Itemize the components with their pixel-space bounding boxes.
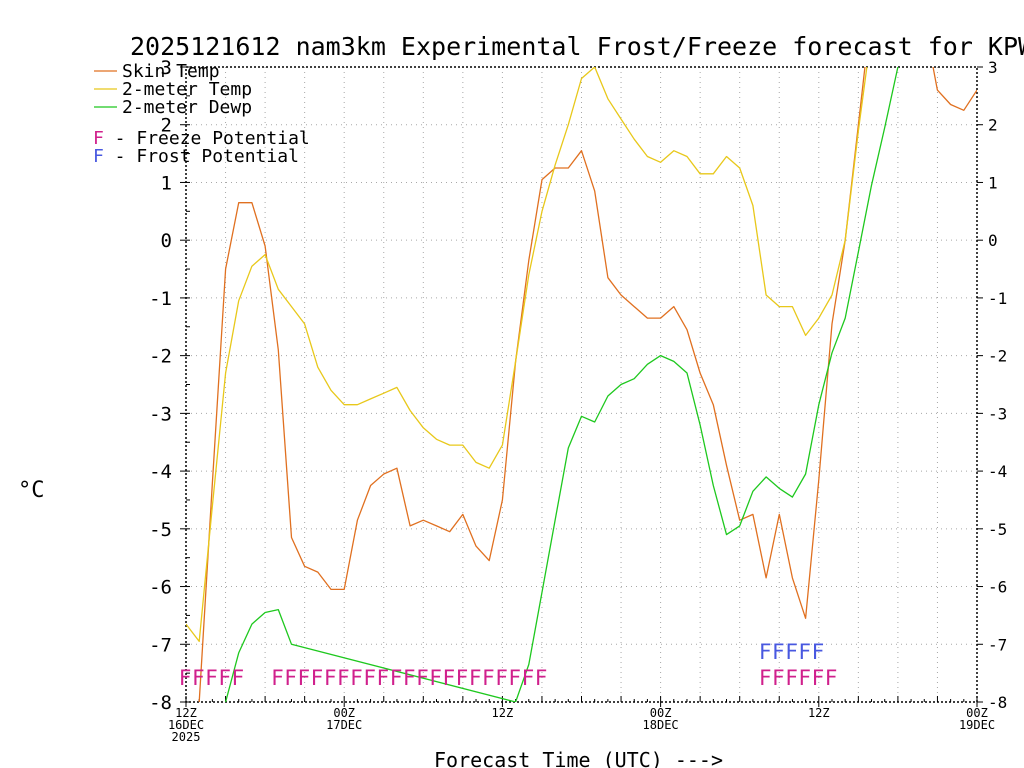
freeze-potential-marker: F [297, 666, 310, 690]
freeze-potential-marker: F [205, 666, 218, 690]
y-axis-left-labels: 3 2 1 0 -1 -2 -3 -4 -5 -6 -7 -8 [149, 57, 172, 714]
freeze-potential-marker: F [482, 666, 495, 690]
x-tick-label: 00Z [333, 706, 355, 720]
freeze-potential-marker: F [218, 666, 231, 690]
freeze-potential-marker: F [416, 666, 429, 690]
y-tick-label-left: -4 [149, 461, 172, 483]
y-axis-right-labels: 3 2 1 0 -1 -2 -3 -4 -5 -6 -7 -8 [988, 58, 1007, 712]
y-tick-label-right: 3 [988, 58, 998, 77]
frost-potential-marker: F [772, 640, 785, 664]
freeze-potential-marker: F [535, 666, 548, 690]
freeze-potential-marker: F [825, 666, 838, 690]
freeze-potential-marker: F [350, 666, 363, 690]
freeze-potential-marker: F [495, 666, 508, 690]
series-lines [186, 67, 977, 702]
freeze-potential-marker: F [798, 666, 811, 690]
freeze-potential-marker: F [324, 666, 337, 690]
y-tick-label-right: 0 [988, 231, 998, 250]
chart-title: 2025121612 nam3km Experimental Frost/Fre… [130, 32, 1024, 61]
freeze-potential-marker: F [284, 666, 297, 690]
legend-frost-potential: F - Frost Potential [93, 146, 299, 167]
series-line-skin-temp [198, 67, 977, 702]
y-tick-label-right: -4 [988, 462, 1007, 481]
x-tick-label: 00Z [966, 706, 988, 720]
freeze-potential-marker: F [403, 666, 416, 690]
freeze-potential-marker: F [377, 666, 390, 690]
y-tick-label-right: -6 [988, 578, 1007, 597]
x-tick-label: 00Z [650, 706, 672, 720]
y-tick-label-right: -5 [988, 520, 1007, 539]
y-tick-label-right: 1 [988, 173, 998, 192]
x-tick-label: 12Z [492, 706, 514, 720]
series-line-2-meter-dewp [224, 67, 899, 702]
x-tick-label: 18DEC [643, 718, 679, 732]
series-line-2-meter-temp [186, 67, 868, 643]
y-tick-label-right: -2 [988, 347, 1007, 366]
legend-freeze-potential: F - Freeze Potential [93, 128, 310, 149]
freeze-potential-marker: F [785, 666, 798, 690]
freeze-potential-marker: F [390, 666, 403, 690]
y-tick-label-left: -1 [149, 288, 172, 310]
y-axis-title: °C [18, 478, 45, 503]
freeze-potential-marker: F [363, 666, 376, 690]
freeze-potential-marker: F [772, 666, 785, 690]
frost-potential-marker: F [759, 640, 772, 664]
y-tick-label-left: -5 [149, 519, 172, 541]
freeze-potential-marker: F [812, 666, 825, 690]
frost-potential-marker: F [812, 640, 825, 664]
freeze-potential-marker: F [232, 666, 245, 690]
frost-potential-marker: F [785, 640, 798, 664]
freeze-potential-marker: F [522, 666, 535, 690]
freeze-potential-marker: F [337, 666, 350, 690]
potential-markers: F F F F F F F F F F F F F F F F F F F F F F F F F F F F F F F FF F F F F [179, 640, 838, 690]
x-tick-label: 17DEC [326, 718, 362, 732]
y-tick-label-left: -2 [149, 346, 172, 368]
x-tick-label: 19DEC [959, 718, 995, 732]
x-tick-label: 12Z [808, 706, 830, 720]
y-tick-label-right: -3 [988, 404, 1007, 423]
y-tick-label-right: 2 [988, 116, 998, 135]
freeze-potential-marker: F [179, 666, 192, 690]
y-tick-label-left: 1 [161, 172, 172, 194]
x-axis-title: Forecast Time (UTC) ---> [434, 748, 723, 768]
y-tick-label-left: 0 [161, 230, 172, 252]
y-tick-label-right: -7 [988, 635, 1007, 654]
grid-lines [186, 67, 977, 702]
y-tick-label-left: -7 [149, 634, 172, 656]
freeze-potential-marker: F [508, 666, 521, 690]
y-tick-label-right: -1 [988, 289, 1007, 308]
y-tick-label-left: 2 [161, 115, 172, 137]
freeze-potential-marker: F [759, 666, 772, 690]
freeze-potential-marker: F [429, 666, 442, 690]
legend-label-skin-temp: Skin Temp [122, 61, 220, 82]
freeze-potential-marker: F [442, 666, 455, 690]
x-tick-label: 12Z [175, 706, 197, 720]
legend-label-2-meter-dewp: 2-meter Dewp [122, 97, 252, 118]
freeze-potential-marker: F [311, 666, 324, 690]
freeze-potential-marker: F [469, 666, 482, 690]
y-tick-label-left: -8 [149, 692, 172, 714]
y-tick-label-left: 3 [161, 57, 172, 79]
x-tick-label: 16DEC [168, 718, 204, 732]
freeze-potential-marker: F [456, 666, 469, 690]
y-tick-label-left: -6 [149, 577, 172, 599]
axis-ticks [180, 66, 983, 707]
y-tick-label-right: -8 [988, 693, 1007, 712]
freeze-potential-marker: F [192, 666, 205, 690]
frost-potential-marker: F [798, 640, 811, 664]
x-tick-label: 2025 [172, 730, 201, 744]
legend-label-2-meter-temp: 2-meter Temp [122, 79, 252, 100]
freeze-potential-marker: F [271, 666, 284, 690]
y-tick-label-left: -3 [149, 403, 172, 425]
